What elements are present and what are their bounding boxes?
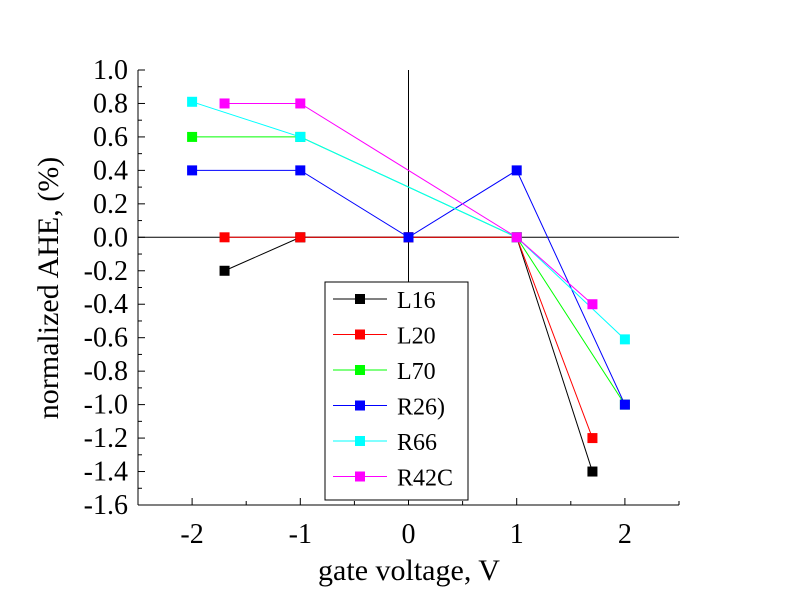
series-markers <box>219 98 598 310</box>
y-tick-label: -1.2 <box>84 423 128 454</box>
y-tick-label: -0.2 <box>84 256 128 287</box>
data-point <box>619 334 630 345</box>
legend-label: L20 <box>397 324 436 350</box>
data-point <box>187 131 198 142</box>
legend-label: L16 <box>397 288 436 314</box>
y-tick-label: 0.0 <box>93 222 128 253</box>
y-tick-label: -0.6 <box>84 323 128 354</box>
x-tick-label: 1 <box>510 519 524 550</box>
legend-marker <box>355 471 365 482</box>
data-point <box>219 265 230 276</box>
y-tick-label: 0.8 <box>93 88 128 119</box>
data-point <box>295 98 306 109</box>
x-tick-label: -1 <box>289 519 312 550</box>
series-r42c <box>224 102 593 305</box>
data-point <box>295 131 306 142</box>
y-tick-label: 1.0 <box>93 55 128 86</box>
data-point <box>219 232 230 243</box>
y-tick-label: -1.6 <box>84 490 128 521</box>
legend-label: L70 <box>397 359 436 385</box>
series-markers <box>187 165 630 410</box>
legend-label: R42C <box>397 466 453 492</box>
series-line <box>224 102 593 305</box>
legend-marker <box>355 294 365 304</box>
legend-label: R26) <box>397 395 445 421</box>
data-point <box>403 232 414 243</box>
series-r66 <box>191 101 626 340</box>
data-point <box>587 299 598 310</box>
y-tick-label: -1.0 <box>84 390 128 421</box>
data-point <box>219 98 230 109</box>
y-axis-title: normalized AHE, (%) <box>32 157 65 419</box>
data-point <box>187 96 198 107</box>
legend-marker <box>355 436 365 446</box>
data-point <box>295 165 306 176</box>
legend-box <box>324 281 469 501</box>
legend-marker <box>355 400 365 411</box>
data-point <box>295 232 306 243</box>
x-axis-title: gate voltage, V <box>318 554 500 587</box>
x-tick-label: 2 <box>618 519 632 550</box>
y-tick-label: 0.4 <box>93 155 128 186</box>
data-point <box>587 466 598 477</box>
data-point <box>187 165 198 176</box>
legend-label: R66 <box>397 430 437 456</box>
y-tick-label: 0.6 <box>93 122 128 153</box>
legend-marker <box>355 365 365 375</box>
y-tick-label: 0.2 <box>93 189 128 220</box>
y-tick-label: -0.4 <box>84 289 128 320</box>
data-point <box>511 165 522 176</box>
data-point <box>587 433 598 444</box>
x-tick-label: -2 <box>180 519 203 550</box>
x-tick-label: 0 <box>402 519 416 550</box>
series-line <box>191 101 626 340</box>
legend-marker <box>355 329 365 340</box>
y-tick-label: -1.4 <box>84 457 128 488</box>
y-tick-label: -0.8 <box>84 356 128 387</box>
data-point <box>511 232 522 243</box>
data-point <box>619 399 630 410</box>
